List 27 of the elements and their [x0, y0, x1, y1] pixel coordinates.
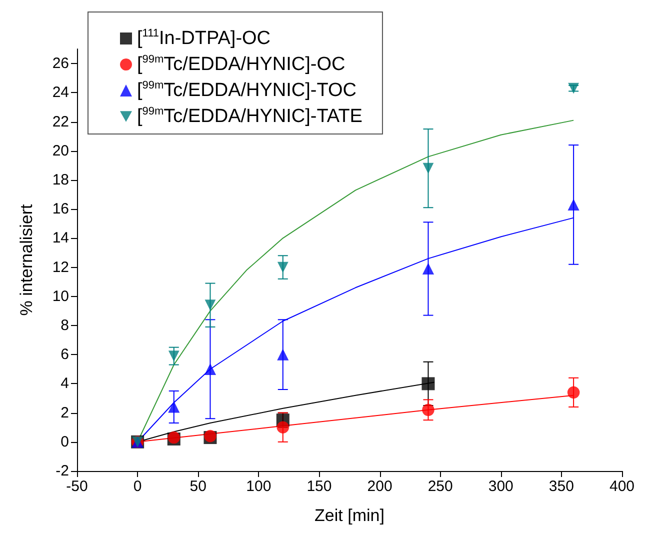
y-tick-label: 14	[52, 230, 69, 247]
x-tick-label: 150	[306, 478, 332, 495]
y-tick-label: 12	[52, 258, 69, 276]
y-tick-label: 22	[52, 113, 69, 130]
y-tick-label: 24	[52, 84, 69, 102]
x-tick-label: -50	[66, 478, 88, 495]
y-tick-label: 0	[60, 433, 69, 450]
y-tick-label: 20	[52, 142, 69, 160]
y-tick-label: 18	[52, 171, 69, 188]
y-tick-label: 2	[60, 404, 69, 422]
x-tick-label: 250	[428, 478, 453, 495]
x-tick-label: 300	[488, 478, 514, 495]
y-tick-label: 26	[52, 55, 69, 72]
y-tick-label: 16	[52, 200, 69, 218]
y-tick-label: 10	[52, 288, 69, 305]
x-axis-title: Zeit [min]	[314, 506, 384, 525]
y-tick-label: 4	[60, 375, 69, 392]
y-tick-label: 6	[60, 346, 69, 364]
x-tick-label: 350	[548, 478, 574, 495]
y-axis-title: % internalisiert	[17, 204, 36, 316]
x-tick-label: 50	[190, 478, 206, 495]
y-tick-label: -2	[56, 462, 69, 480]
x-tick-label: 400	[609, 478, 635, 495]
y-tick-label: 8	[60, 316, 69, 334]
x-tick-label: 0	[133, 478, 142, 495]
x-tick-label: 200	[367, 478, 392, 495]
x-tick-label: 100	[246, 478, 272, 495]
